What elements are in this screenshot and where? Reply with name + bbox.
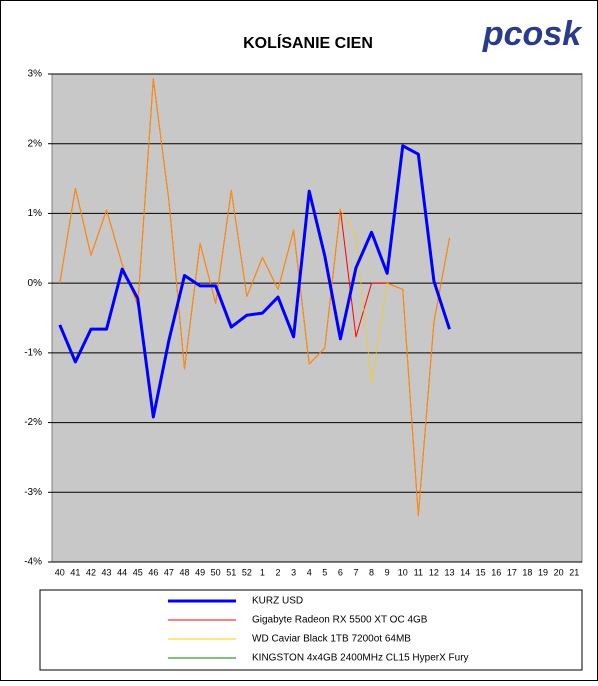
x-tick-label: 18 bbox=[522, 567, 532, 577]
x-tick-label: 52 bbox=[242, 567, 252, 577]
x-tick-label: 19 bbox=[538, 567, 548, 577]
x-tick-label: 13 bbox=[444, 567, 454, 577]
y-tick-label: -4% bbox=[24, 557, 42, 568]
x-tick-label: 10 bbox=[398, 567, 408, 577]
series-line bbox=[58, 144, 451, 419]
legend-label: WD Caviar Black 1TB 7200ot 64MB bbox=[252, 634, 411, 645]
x-tick-label: 46 bbox=[148, 567, 158, 577]
x-tick-label: 15 bbox=[476, 567, 486, 577]
x-tick-label: 1 bbox=[260, 567, 265, 577]
x-tick-label: 45 bbox=[133, 567, 143, 577]
x-tick-label: 49 bbox=[195, 567, 205, 577]
y-tick-label: -2% bbox=[24, 417, 42, 428]
legend bbox=[39, 589, 583, 671]
x-tick-label: 42 bbox=[86, 567, 96, 577]
x-tick-label: 11 bbox=[414, 567, 423, 577]
x-tick-label: 16 bbox=[491, 567, 501, 577]
legend-label: Gigabyte Radeon RX 5500 XT OC 4GB bbox=[252, 615, 428, 626]
y-tick-label: 2% bbox=[28, 138, 43, 149]
x-tick-label: 14 bbox=[460, 567, 470, 577]
legend-label: KINGSTON 4x4GB 2400MHz CL15 HyperX Fury bbox=[252, 653, 469, 664]
x-tick-label: 17 bbox=[507, 567, 517, 577]
y-tick-label: 1% bbox=[28, 208, 43, 219]
x-tick-label: 9 bbox=[385, 567, 390, 577]
x-tick-label: 43 bbox=[102, 567, 112, 577]
x-tick-label: 51 bbox=[226, 567, 236, 577]
x-tick-label: 47 bbox=[164, 567, 174, 577]
chart-title: KOLÍSANIE CIEN bbox=[243, 33, 373, 52]
x-tick-label: 20 bbox=[554, 567, 564, 577]
x-tick-label: 5 bbox=[322, 567, 327, 577]
y-tick-label: 0% bbox=[28, 278, 43, 289]
y-tick-label: 3% bbox=[28, 69, 43, 80]
x-tick-label: 50 bbox=[211, 567, 221, 577]
x-tick-label: 40 bbox=[55, 567, 65, 577]
x-tick-label: 12 bbox=[429, 567, 439, 577]
x-tick-label: 3 bbox=[291, 567, 296, 577]
x-tick-label: 48 bbox=[179, 567, 189, 577]
x-tick-label: 8 bbox=[369, 567, 374, 577]
plot-area bbox=[51, 73, 583, 563]
x-tick-label: 41 bbox=[70, 567, 80, 577]
x-tick-label: 44 bbox=[117, 567, 127, 577]
logo: pcosk bbox=[482, 15, 583, 53]
x-tick-label: 4 bbox=[307, 567, 312, 577]
x-tick-label: 6 bbox=[338, 567, 343, 577]
legend-label: KURZ USD bbox=[252, 596, 303, 607]
x-tick-label: 2 bbox=[276, 567, 281, 577]
y-tick-label: -3% bbox=[24, 487, 42, 498]
y-tick-label: -1% bbox=[24, 347, 42, 358]
x-tick-label: 7 bbox=[353, 567, 358, 577]
x-tick-label: 21 bbox=[569, 567, 579, 577]
